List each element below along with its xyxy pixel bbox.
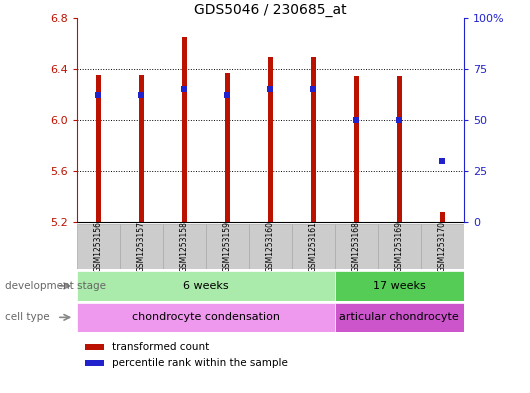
Bar bbox=[354, 76, 359, 222]
Text: GSM1253160: GSM1253160 bbox=[266, 221, 275, 272]
Bar bbox=[440, 212, 445, 222]
Bar bbox=[249, 224, 292, 269]
Bar bbox=[77, 271, 335, 301]
Text: GSM1253168: GSM1253168 bbox=[352, 221, 361, 272]
Text: GSM1253156: GSM1253156 bbox=[94, 221, 103, 272]
Bar bbox=[206, 224, 249, 269]
Bar bbox=[292, 224, 335, 269]
Text: percentile rank within the sample: percentile rank within the sample bbox=[112, 358, 288, 368]
Text: GSM1253161: GSM1253161 bbox=[309, 221, 318, 272]
Bar bbox=[268, 57, 273, 222]
Bar bbox=[77, 303, 335, 332]
Bar bbox=[77, 224, 120, 269]
Text: GSM1253170: GSM1253170 bbox=[438, 221, 447, 272]
Bar bbox=[96, 75, 101, 222]
Bar bbox=[335, 303, 464, 332]
Text: chondrocyte condensation: chondrocyte condensation bbox=[132, 312, 280, 322]
Bar bbox=[335, 271, 464, 301]
Text: articular chondrocyte: articular chondrocyte bbox=[339, 312, 459, 322]
Text: GSM1253159: GSM1253159 bbox=[223, 221, 232, 272]
Bar bbox=[139, 75, 144, 222]
Bar bbox=[378, 224, 421, 269]
Text: GSM1253157: GSM1253157 bbox=[137, 221, 146, 272]
Text: development stage: development stage bbox=[5, 281, 107, 291]
Bar bbox=[163, 224, 206, 269]
Text: GSM1253169: GSM1253169 bbox=[395, 221, 404, 272]
Text: 17 weeks: 17 weeks bbox=[373, 281, 426, 291]
Text: 6 weeks: 6 weeks bbox=[183, 281, 228, 291]
Bar bbox=[421, 224, 464, 269]
Bar bbox=[335, 224, 378, 269]
Bar bbox=[396, 76, 402, 222]
Bar bbox=[120, 224, 163, 269]
Text: GSM1253158: GSM1253158 bbox=[180, 221, 189, 272]
Title: GDS5046 / 230685_at: GDS5046 / 230685_at bbox=[194, 3, 347, 17]
Bar bbox=[182, 37, 187, 222]
Bar bbox=[311, 57, 316, 222]
Bar bbox=[85, 343, 104, 350]
Text: transformed count: transformed count bbox=[112, 342, 209, 352]
Bar bbox=[85, 360, 104, 366]
Text: cell type: cell type bbox=[5, 312, 50, 322]
Bar bbox=[225, 73, 230, 222]
